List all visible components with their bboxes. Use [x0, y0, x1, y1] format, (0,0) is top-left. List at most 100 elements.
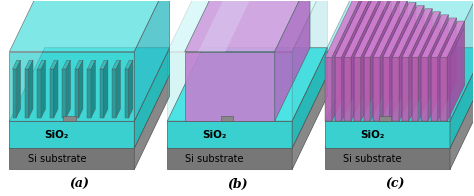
Polygon shape [63, 116, 75, 121]
Polygon shape [325, 148, 450, 170]
Text: Si substrate: Si substrate [185, 154, 244, 164]
Polygon shape [112, 69, 116, 118]
Polygon shape [167, 148, 292, 170]
Polygon shape [9, 0, 170, 52]
Text: (a): (a) [69, 178, 89, 191]
Polygon shape [9, 48, 170, 121]
Polygon shape [37, 69, 41, 118]
Polygon shape [9, 121, 134, 148]
Polygon shape [50, 69, 54, 118]
Polygon shape [12, 69, 16, 118]
Polygon shape [335, 57, 342, 121]
Polygon shape [383, 57, 390, 121]
Polygon shape [9, 52, 134, 121]
Polygon shape [390, 2, 416, 121]
Polygon shape [37, 60, 46, 69]
Polygon shape [63, 60, 71, 69]
Polygon shape [438, 18, 456, 121]
Polygon shape [185, 0, 310, 52]
Polygon shape [335, 0, 375, 57]
Polygon shape [379, 116, 392, 121]
Polygon shape [134, 0, 170, 121]
Polygon shape [380, 0, 408, 121]
Polygon shape [75, 60, 83, 69]
Polygon shape [16, 60, 20, 118]
Polygon shape [411, 57, 419, 121]
Polygon shape [402, 9, 432, 57]
Polygon shape [450, 0, 474, 121]
Polygon shape [167, 75, 328, 148]
Polygon shape [325, 0, 474, 52]
Polygon shape [100, 69, 104, 118]
Polygon shape [292, 0, 328, 121]
Polygon shape [116, 60, 120, 118]
Polygon shape [354, 0, 392, 57]
Polygon shape [91, 60, 95, 118]
Polygon shape [128, 60, 133, 118]
Polygon shape [354, 57, 361, 121]
Polygon shape [75, 69, 79, 118]
Polygon shape [325, 48, 474, 121]
Polygon shape [325, 57, 332, 121]
Polygon shape [332, 0, 367, 121]
Polygon shape [63, 69, 66, 118]
Polygon shape [167, 48, 328, 121]
Polygon shape [447, 21, 465, 121]
Polygon shape [325, 121, 450, 148]
Polygon shape [274, 0, 310, 121]
Polygon shape [344, 0, 383, 57]
Polygon shape [344, 57, 351, 121]
Polygon shape [221, 116, 233, 121]
Polygon shape [361, 0, 392, 121]
Polygon shape [440, 21, 465, 57]
Polygon shape [392, 57, 399, 121]
Polygon shape [431, 57, 438, 121]
Polygon shape [134, 75, 170, 170]
Polygon shape [134, 48, 170, 148]
Polygon shape [87, 60, 95, 69]
Text: Si substrate: Si substrate [27, 154, 86, 164]
Polygon shape [421, 15, 448, 57]
Polygon shape [100, 60, 108, 69]
Polygon shape [450, 48, 474, 148]
Polygon shape [9, 75, 170, 148]
Polygon shape [440, 57, 447, 121]
Polygon shape [325, 75, 474, 148]
Polygon shape [402, 57, 409, 121]
Text: SiO₂: SiO₂ [45, 130, 69, 140]
Polygon shape [419, 12, 440, 121]
Polygon shape [125, 60, 133, 69]
Polygon shape [325, 0, 367, 57]
Polygon shape [29, 60, 33, 118]
Polygon shape [198, 0, 261, 52]
Polygon shape [351, 0, 383, 121]
Polygon shape [12, 60, 20, 69]
Polygon shape [104, 60, 108, 118]
Polygon shape [292, 48, 328, 148]
Polygon shape [41, 60, 46, 118]
Text: SiO₂: SiO₂ [360, 130, 385, 140]
Polygon shape [167, 121, 292, 148]
Polygon shape [79, 60, 83, 118]
Polygon shape [431, 18, 456, 57]
Polygon shape [411, 12, 440, 57]
Polygon shape [66, 60, 71, 118]
Polygon shape [167, 0, 328, 52]
Polygon shape [125, 69, 128, 118]
Polygon shape [373, 0, 408, 57]
Polygon shape [428, 15, 448, 121]
Text: SiO₂: SiO₂ [202, 130, 227, 140]
Polygon shape [50, 60, 58, 69]
Polygon shape [87, 69, 91, 118]
Text: (c): (c) [385, 178, 404, 191]
Polygon shape [25, 69, 29, 118]
Polygon shape [421, 57, 428, 121]
Polygon shape [409, 9, 432, 121]
Polygon shape [371, 0, 400, 121]
Polygon shape [364, 57, 371, 121]
Polygon shape [112, 60, 120, 69]
Polygon shape [383, 2, 416, 57]
Polygon shape [450, 75, 474, 170]
Polygon shape [392, 5, 424, 57]
Polygon shape [342, 0, 375, 121]
